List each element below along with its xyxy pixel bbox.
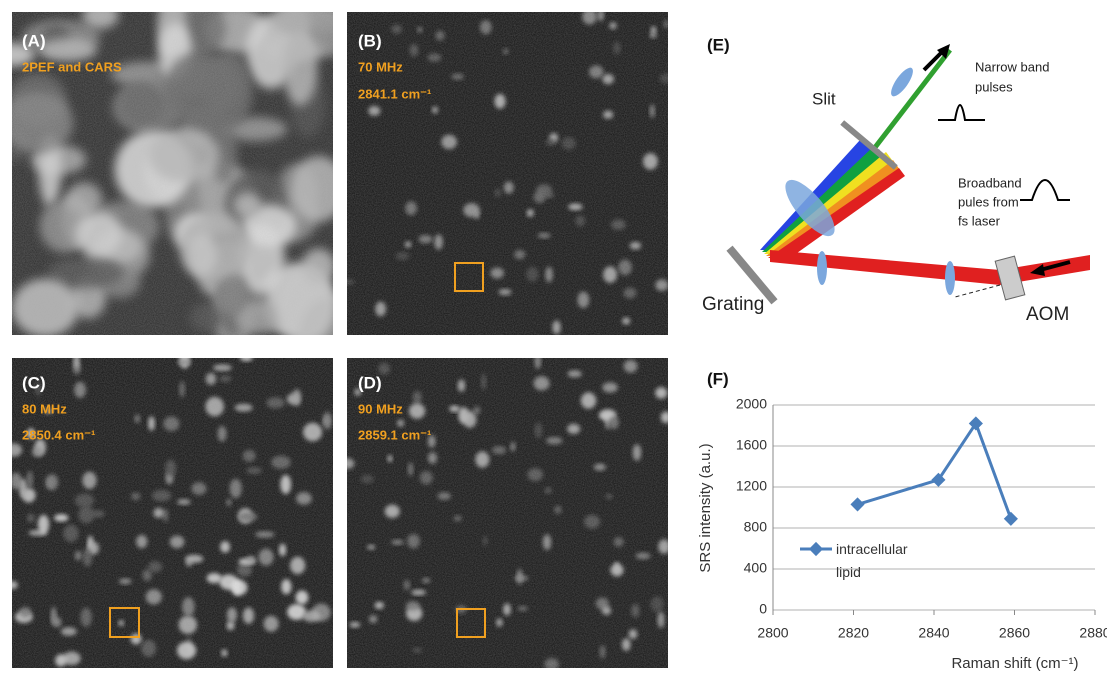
x-axis-label: Raman shift (cm⁻¹) (951, 655, 1078, 672)
diagram-label: Narrow band (975, 59, 1049, 74)
roi-box (454, 262, 484, 292)
y-tick-label: 1600 (736, 437, 767, 453)
legend-label: intracellular lipid (836, 541, 908, 580)
panel-label: (A) (22, 31, 46, 50)
x-tick-label: 2880 (1079, 625, 1107, 641)
x-tick-label: 2820 (838, 625, 869, 641)
y-axis-label: SRS intensity (a.u.) (697, 443, 714, 572)
noise (347, 358, 668, 668)
diagram-label: fs laser (958, 213, 1001, 228)
roi-box (109, 607, 140, 638)
roi-box (456, 608, 486, 638)
panel-label: (F) (707, 369, 729, 388)
panel-label: (C) (22, 373, 46, 392)
data-point (850, 497, 865, 512)
panel-label: (B) (358, 31, 382, 50)
series-line (857, 420, 1013, 520)
diagram-label: Grating (702, 294, 764, 315)
diagram-label: AOM (1026, 304, 1069, 325)
x-tick-label: 2800 (757, 625, 788, 641)
image-c (12, 358, 333, 668)
panel-subtitle: 2850.4 cm⁻¹ (22, 427, 95, 442)
noise (347, 12, 668, 335)
panel-subtitle: 80 MHz (22, 401, 67, 416)
noise (12, 358, 333, 668)
panel-subtitle: 70 MHz (358, 59, 403, 74)
y-tick-label: 2000 (736, 396, 767, 412)
data-point (931, 472, 946, 487)
diagram-label: Broadband (958, 175, 1022, 190)
legend-marker (808, 541, 824, 557)
diagram-label: pules from (958, 194, 1019, 209)
y-tick-label: 800 (744, 519, 768, 535)
noise (12, 12, 333, 335)
image-d (347, 358, 668, 668)
diagram-label: pulses (975, 79, 1013, 94)
data-point (1003, 511, 1018, 526)
data-point (968, 416, 983, 431)
diagram-label: Slit (812, 89, 836, 108)
panel-subtitle: 2841.1 cm⁻¹ (358, 86, 431, 101)
x-tick-label: 2860 (999, 625, 1030, 641)
image-a (12, 12, 333, 335)
y-tick-label: 1200 (736, 478, 767, 494)
panel-label: (D) (358, 373, 382, 392)
x-tick-label: 2840 (918, 625, 949, 641)
panel-subtitle: 2859.1 cm⁻¹ (358, 427, 431, 442)
chart: 0 400 800 1200 1600 2000 2800 2820 2840 2860 2880 (736, 396, 1107, 641)
y-tick-label: 0 (759, 601, 767, 617)
panel-subtitle: 2PEF and CARS (22, 59, 122, 74)
panel-label: (E) (707, 35, 730, 54)
panel-subtitle: 90 MHz (358, 401, 403, 416)
image-b (347, 12, 668, 335)
y-tick-label: 400 (744, 560, 768, 576)
setup-diagram (726, 44, 1090, 305)
